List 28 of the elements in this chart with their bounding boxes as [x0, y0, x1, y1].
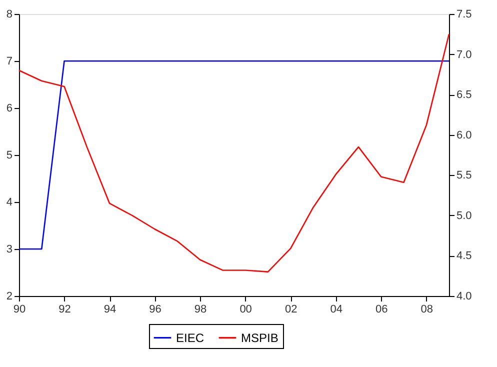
- y2-tick-label: 4.5: [456, 250, 472, 262]
- y2-tick-label: 7.0: [456, 48, 472, 61]
- y2-tick-label: 5.0: [456, 210, 472, 222]
- y-tick-label: 6: [6, 102, 12, 114]
- x-tick-label: 08: [420, 304, 433, 316]
- y2-tick-label: 6.0: [456, 129, 472, 142]
- x-tick-label: 06: [375, 304, 388, 316]
- y2-tick-label: 7.5: [456, 8, 472, 20]
- x-tick-label: 00: [240, 304, 252, 316]
- y2-tick-label: 6.5: [456, 89, 472, 102]
- line-series: [18, 33, 450, 272]
- x-tick-label: 94: [104, 304, 116, 316]
- y-tick-label: 4: [6, 196, 12, 208]
- y-tick-label: 8: [6, 8, 12, 20]
- y2-tick-label: 4.0: [456, 290, 472, 302]
- x-tick-label: 96: [149, 304, 162, 316]
- y-tick-label: 3: [6, 244, 12, 256]
- legend-label: MSPIB: [241, 330, 278, 345]
- y-tick-label: 5: [6, 150, 12, 162]
- x-tick-label: 92: [58, 304, 71, 316]
- x-tick-label: 02: [284, 304, 298, 316]
- x-tick-label: 98: [194, 304, 207, 316]
- legend-label: EIEC: [176, 330, 204, 345]
- x-tick-label: 04: [330, 304, 342, 316]
- y-tick-label: 2: [6, 290, 12, 302]
- y2-tick-label: 5.5: [456, 170, 472, 182]
- x-tick-label: 90: [13, 304, 26, 316]
- y-tick-label: 7: [6, 56, 12, 68]
